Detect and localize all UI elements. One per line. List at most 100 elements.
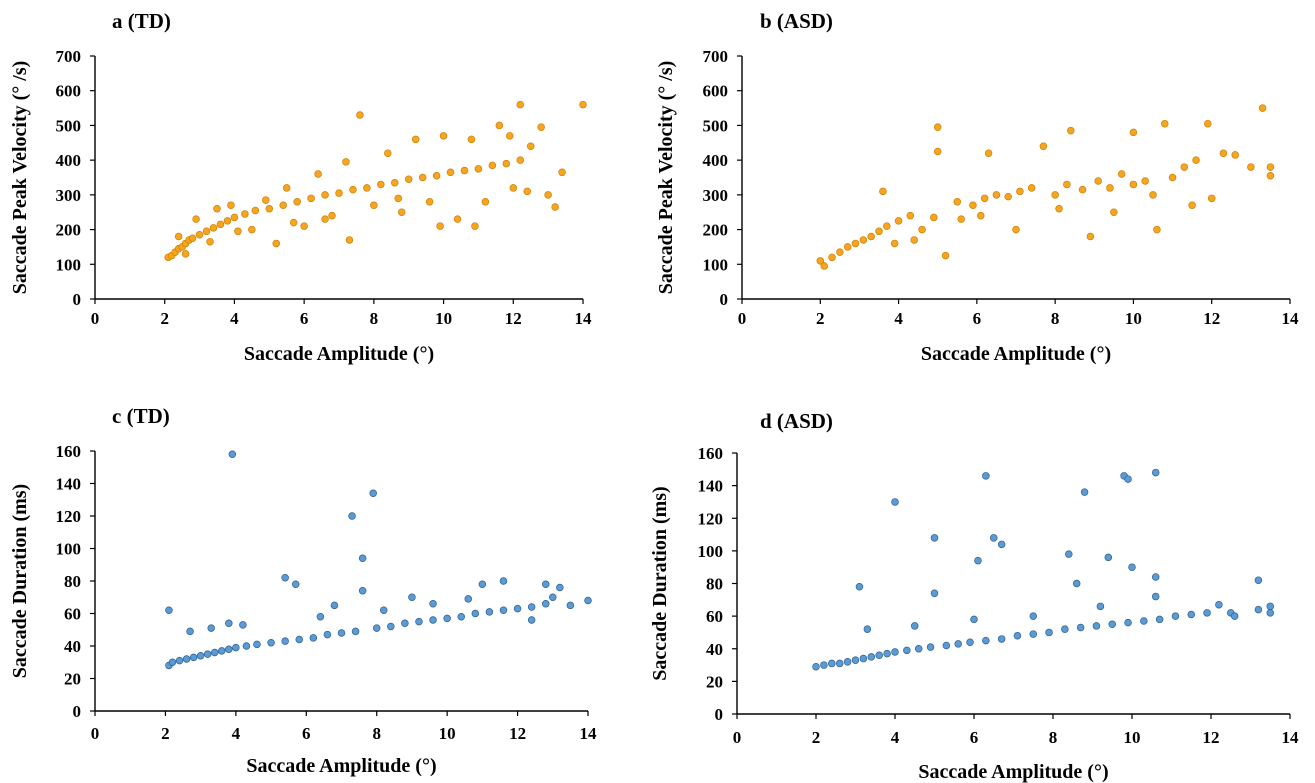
data-point [566,601,575,610]
data-point [387,622,395,631]
data-point [323,630,332,639]
data-point [408,593,416,601]
data-point [300,222,308,230]
data-point [1029,630,1037,638]
y-axis-title: Saccade Peak Velocity (° /s) [9,61,31,295]
data-point [890,239,899,248]
data-point [1078,185,1087,194]
y-tick-label: 120 [698,509,724,528]
data-point [181,250,190,258]
data-point [175,656,184,665]
data-point [192,215,200,223]
data-point [291,580,300,588]
data-point [251,206,260,215]
data-point [401,619,409,627]
x-tick-label: 0 [733,728,742,747]
x-tick-label: 10 [1124,728,1141,747]
y-tick-label: 500 [56,116,82,135]
y-axis-title: Saccade Duration (ms) [649,486,671,680]
data-point [502,159,511,168]
data-point [855,583,864,591]
data-point [335,189,343,197]
data-point [429,599,437,608]
data-point [467,135,476,144]
x-tick-label: 12 [505,309,522,328]
data-point [478,580,487,588]
data-point [474,165,483,173]
data-point [1151,592,1160,601]
data-point [812,662,820,671]
x-tick-label: 12 [509,724,526,743]
data-point [1108,620,1116,629]
data-point [930,534,939,542]
data-point [1215,600,1223,609]
data-point [429,616,437,624]
data-point [1104,553,1113,562]
y-tick-label: 300 [56,186,82,205]
y-tick-label: 0 [73,702,82,721]
data-point [820,661,828,669]
data-point [210,648,219,657]
data-point [1207,194,1216,203]
data-point [321,191,329,199]
data-point [499,606,508,614]
data-point [1092,622,1101,630]
data-point [1051,191,1059,199]
data-point [1254,605,1263,614]
data-point [992,191,1001,199]
data-point [506,132,514,140]
data-point [851,656,860,664]
data-point [485,608,494,616]
data-point [411,135,420,144]
x-tick-label: 6 [970,728,979,747]
data-point [196,651,205,660]
data-point [1266,172,1275,180]
y-tick-label: 60 [706,607,723,626]
data-point [1151,468,1160,477]
data-point [351,627,360,636]
x-tick-label: 12 [1203,309,1220,328]
data-point [527,616,536,624]
data-point [982,472,990,480]
data-point [984,149,993,157]
data-point [195,231,204,239]
data-point [1160,119,1169,128]
panel-d-scatter: d (ASD)0 2 4 6 8 10 12 14020406080100120140160S… [649,409,1299,783]
data-point [527,603,536,611]
data-point [1096,602,1105,611]
data-point [1080,488,1089,496]
panel-a-scatter: a (TD) 0 2 4 6 8 10 12 14 0 100 200 300 400 500 600 700 S… [9,9,592,365]
data-point [1067,126,1075,135]
data-point [372,624,381,632]
data-point [206,237,214,246]
data-point [843,658,852,666]
data-point [980,194,989,203]
data-point [295,635,303,644]
y-tick-label: 300 [703,186,729,205]
y-tick-label: 120 [56,507,82,526]
y-tick-label: 40 [706,640,723,659]
x-axis-title: Saccade Amplitude (°) [246,755,436,777]
data-point [363,184,371,192]
data-point [377,180,385,189]
data-point [1129,128,1138,137]
x-tick-label: 14 [1282,309,1300,328]
data-point [165,606,173,614]
data-point [1266,609,1274,617]
data-point [216,220,225,229]
data-point [836,248,844,256]
data-point [1180,163,1189,171]
data-point [425,198,434,206]
data-point [1141,177,1149,185]
data-point [1106,184,1114,192]
data-point [439,132,448,140]
data-point [1013,631,1022,640]
data-point [453,215,462,223]
data-point [891,498,899,506]
data-point [1168,173,1177,182]
data-point [1231,151,1239,159]
data-point [549,593,557,601]
data-point [281,637,289,645]
data-point [820,262,828,270]
data-point [816,257,825,265]
